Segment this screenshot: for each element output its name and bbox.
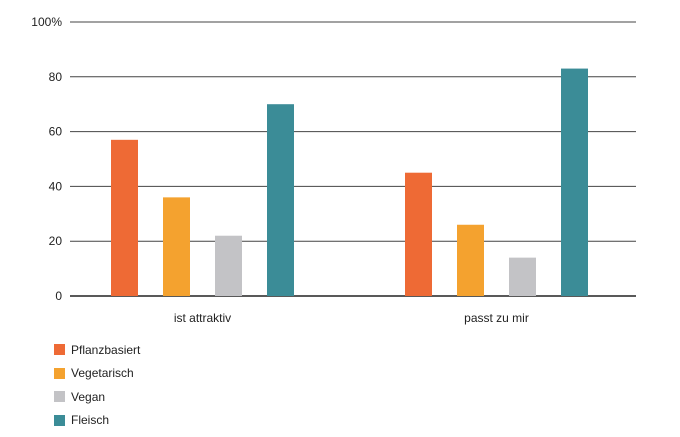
legend-item: Vegan	[54, 385, 140, 409]
y-tick-label: 20	[49, 234, 63, 248]
category-labels: ist attraktiv passt zu mir	[174, 311, 529, 325]
legend-item: Fleisch	[54, 409, 140, 433]
bar-vegan-1	[215, 235, 242, 296]
bar-pflanzbasiert-2	[405, 172, 432, 296]
y-tick-label: 0	[55, 289, 62, 303]
y-tick-label: 60	[49, 125, 63, 139]
category-label: passt zu mir	[464, 311, 529, 325]
legend-item: Pflanzbasiert	[54, 338, 140, 362]
bar-vegetarisch-1	[163, 197, 190, 296]
bars	[111, 68, 588, 296]
y-tick-label: 100%	[31, 15, 62, 29]
y-tick-label: 40	[49, 179, 63, 193]
legend-swatch	[54, 391, 65, 403]
bar-fleisch-2	[561, 68, 588, 296]
legend-label: Vegan	[71, 389, 106, 404]
legend-label: Fleisch	[71, 413, 110, 428]
legend-swatch	[54, 367, 65, 379]
legend-swatch	[54, 344, 65, 356]
legend-swatch	[54, 414, 65, 426]
y-axis-ticks: 0 20 40 60 80 100%	[31, 15, 62, 303]
y-tick-label: 80	[49, 70, 63, 84]
bar-vegetarisch-2	[457, 224, 484, 296]
bar-pflanzbasiert-1	[111, 139, 138, 296]
legend: Pflanzbasiert Vegetarisch Vegan Fleisch	[54, 338, 140, 432]
bar-vegan-2	[509, 257, 536, 296]
category-label: ist attraktiv	[174, 311, 231, 325]
legend-label: Vegetarisch	[71, 366, 134, 381]
bar-fleisch-1	[267, 104, 294, 296]
legend-item: Vegetarisch	[54, 362, 140, 386]
gridlines	[70, 21, 636, 297]
legend-label: Pflanzbasiert	[71, 342, 141, 357]
